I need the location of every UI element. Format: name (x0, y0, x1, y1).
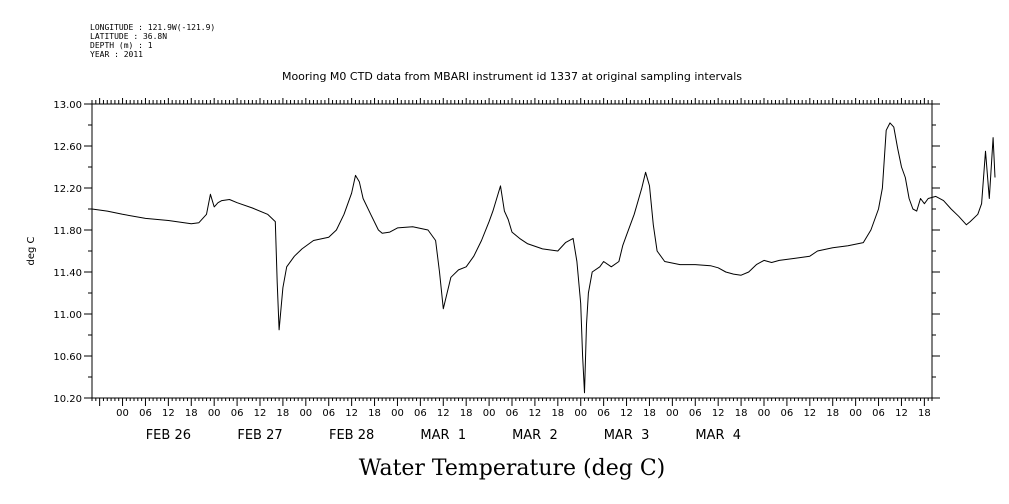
x-tick-label: 06 (872, 408, 885, 419)
x-tick-label: 12 (895, 408, 908, 419)
x-tick-label: 12 (803, 408, 816, 419)
y-tick-label: 11.40 (53, 268, 82, 279)
metadata-block: LONGITUDE : 121.9W(-121.9) LATITUDE : 36… (90, 23, 215, 59)
x-tick-label: 00 (208, 408, 221, 419)
x-tick-label: 00 (116, 408, 129, 419)
x-tick-label: 12 (254, 408, 267, 419)
depth-label: DEPTH (m) : 1 (90, 41, 153, 50)
x-tick-label: 06 (506, 408, 519, 419)
y-tick-label: 10.60 (53, 352, 82, 363)
x-axis-label: Water Temperature (deg C) (359, 456, 666, 481)
x-tick-label: 06 (414, 408, 427, 419)
x-tick-label: 18 (735, 408, 748, 419)
x-tick-label: 00 (391, 408, 404, 419)
x-tick-label: 12 (345, 408, 358, 419)
x-day-label: MAR 3 (604, 428, 650, 443)
x-tick-label: 06 (689, 408, 702, 419)
series-line-0 (91, 122, 996, 394)
axes: 13.00 12.60 12.20 11.80 11.40 11.00 10.60 10.20… (53, 98, 940, 443)
y-tick-label: 12.60 (53, 142, 82, 153)
latitude-label: LATITUDE : 36.8N (90, 32, 167, 41)
x-tick-label: 12 (437, 408, 450, 419)
x-tick-label: 18 (918, 408, 931, 419)
longitude-label: LONGITUDE : 121.9W(-121.9) (90, 23, 215, 32)
x-day-label: MAR 2 (512, 428, 558, 443)
x-tick-label: 00 (574, 408, 587, 419)
x-tick-label: 00 (758, 408, 771, 419)
series-group (91, 122, 996, 394)
x-tick-label: 12 (712, 408, 725, 419)
x-tick-label: 18 (643, 408, 656, 419)
x-tick-label: 06 (322, 408, 335, 419)
x-tick-label: 18 (368, 408, 381, 419)
y-tick-label: 10.20 (53, 394, 82, 405)
plot-frame (91, 103, 933, 399)
x-tick-label: 18 (185, 408, 198, 419)
x-day-label: FEB 28 (329, 428, 374, 443)
y-tick-label: 11.80 (53, 226, 82, 237)
x-tick-label: 18 (277, 408, 290, 419)
x-tick-label: 12 (162, 408, 175, 419)
y-tick-label: 13.00 (53, 100, 82, 111)
y-tick-label: 11.00 (53, 310, 82, 321)
y-axis-label: deg C (26, 236, 37, 265)
x-day-label: FEB 26 (146, 428, 191, 443)
x-tick-label: 06 (597, 408, 610, 419)
x-tick-label: 18 (826, 408, 839, 419)
x-day-label: MAR 4 (695, 428, 741, 443)
x-tick-label: 00 (849, 408, 862, 419)
x-tick-label: 00 (666, 408, 679, 419)
x-tick-label: 06 (139, 408, 152, 419)
chart-title: Mooring M0 CTD data from MBARI instrumen… (282, 70, 742, 83)
x-tick-label: 00 (299, 408, 312, 419)
x-tick-label: 18 (551, 408, 564, 419)
x-tick-label: 18 (460, 408, 473, 419)
y-tick-label: 12.20 (53, 184, 82, 195)
year-label: YEAR : 2011 (90, 50, 143, 59)
x-tick-label: 06 (781, 408, 794, 419)
x-tick-label: 12 (529, 408, 542, 419)
x-tick-label: 06 (231, 408, 244, 419)
x-day-label: FEB 27 (237, 428, 282, 443)
x-day-label: MAR 1 (420, 428, 466, 443)
x-tick-label: 12 (620, 408, 633, 419)
x-tick-label: 00 (483, 408, 496, 419)
